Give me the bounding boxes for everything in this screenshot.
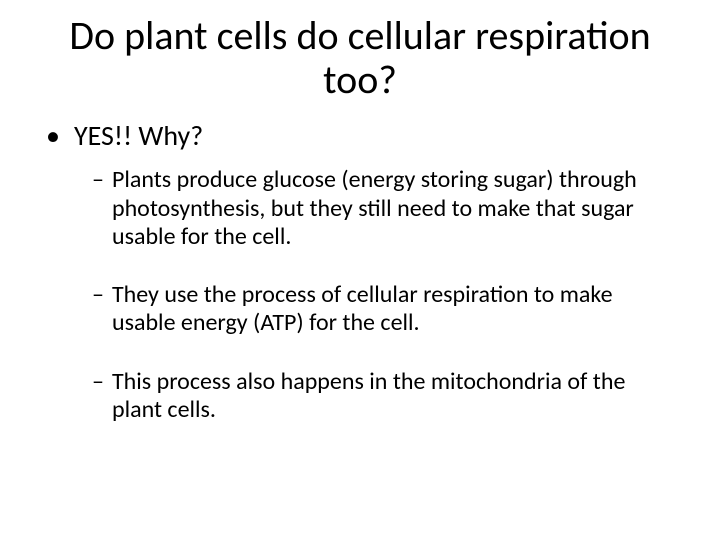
dash-marker-icon: – <box>92 281 104 338</box>
bullet-marker-icon: • <box>46 120 60 152</box>
bullet-level1-text: YES!! Why? <box>74 120 203 152</box>
slide-title: Do plant cells do cellular respiration t… <box>40 14 680 102</box>
bullet-level2-text: They use the process of cellular respira… <box>112 281 670 338</box>
slide: Do plant cells do cellular respiration t… <box>0 0 720 540</box>
dash-marker-icon: – <box>92 368 104 425</box>
bullet-level1: • YES!! Why? <box>46 120 680 152</box>
bullet-level2: – This process also happens in the mitoc… <box>92 368 670 425</box>
bullet-level2-text: Plants produce glucose (energy storing s… <box>112 166 670 251</box>
bullet-level2-text: This process also happens in the mitocho… <box>112 368 670 425</box>
bullet-level2: – They use the process of cellular respi… <box>92 281 670 338</box>
dash-marker-icon: – <box>92 166 104 251</box>
bullet-level2: – Plants produce glucose (energy storing… <box>92 166 670 251</box>
